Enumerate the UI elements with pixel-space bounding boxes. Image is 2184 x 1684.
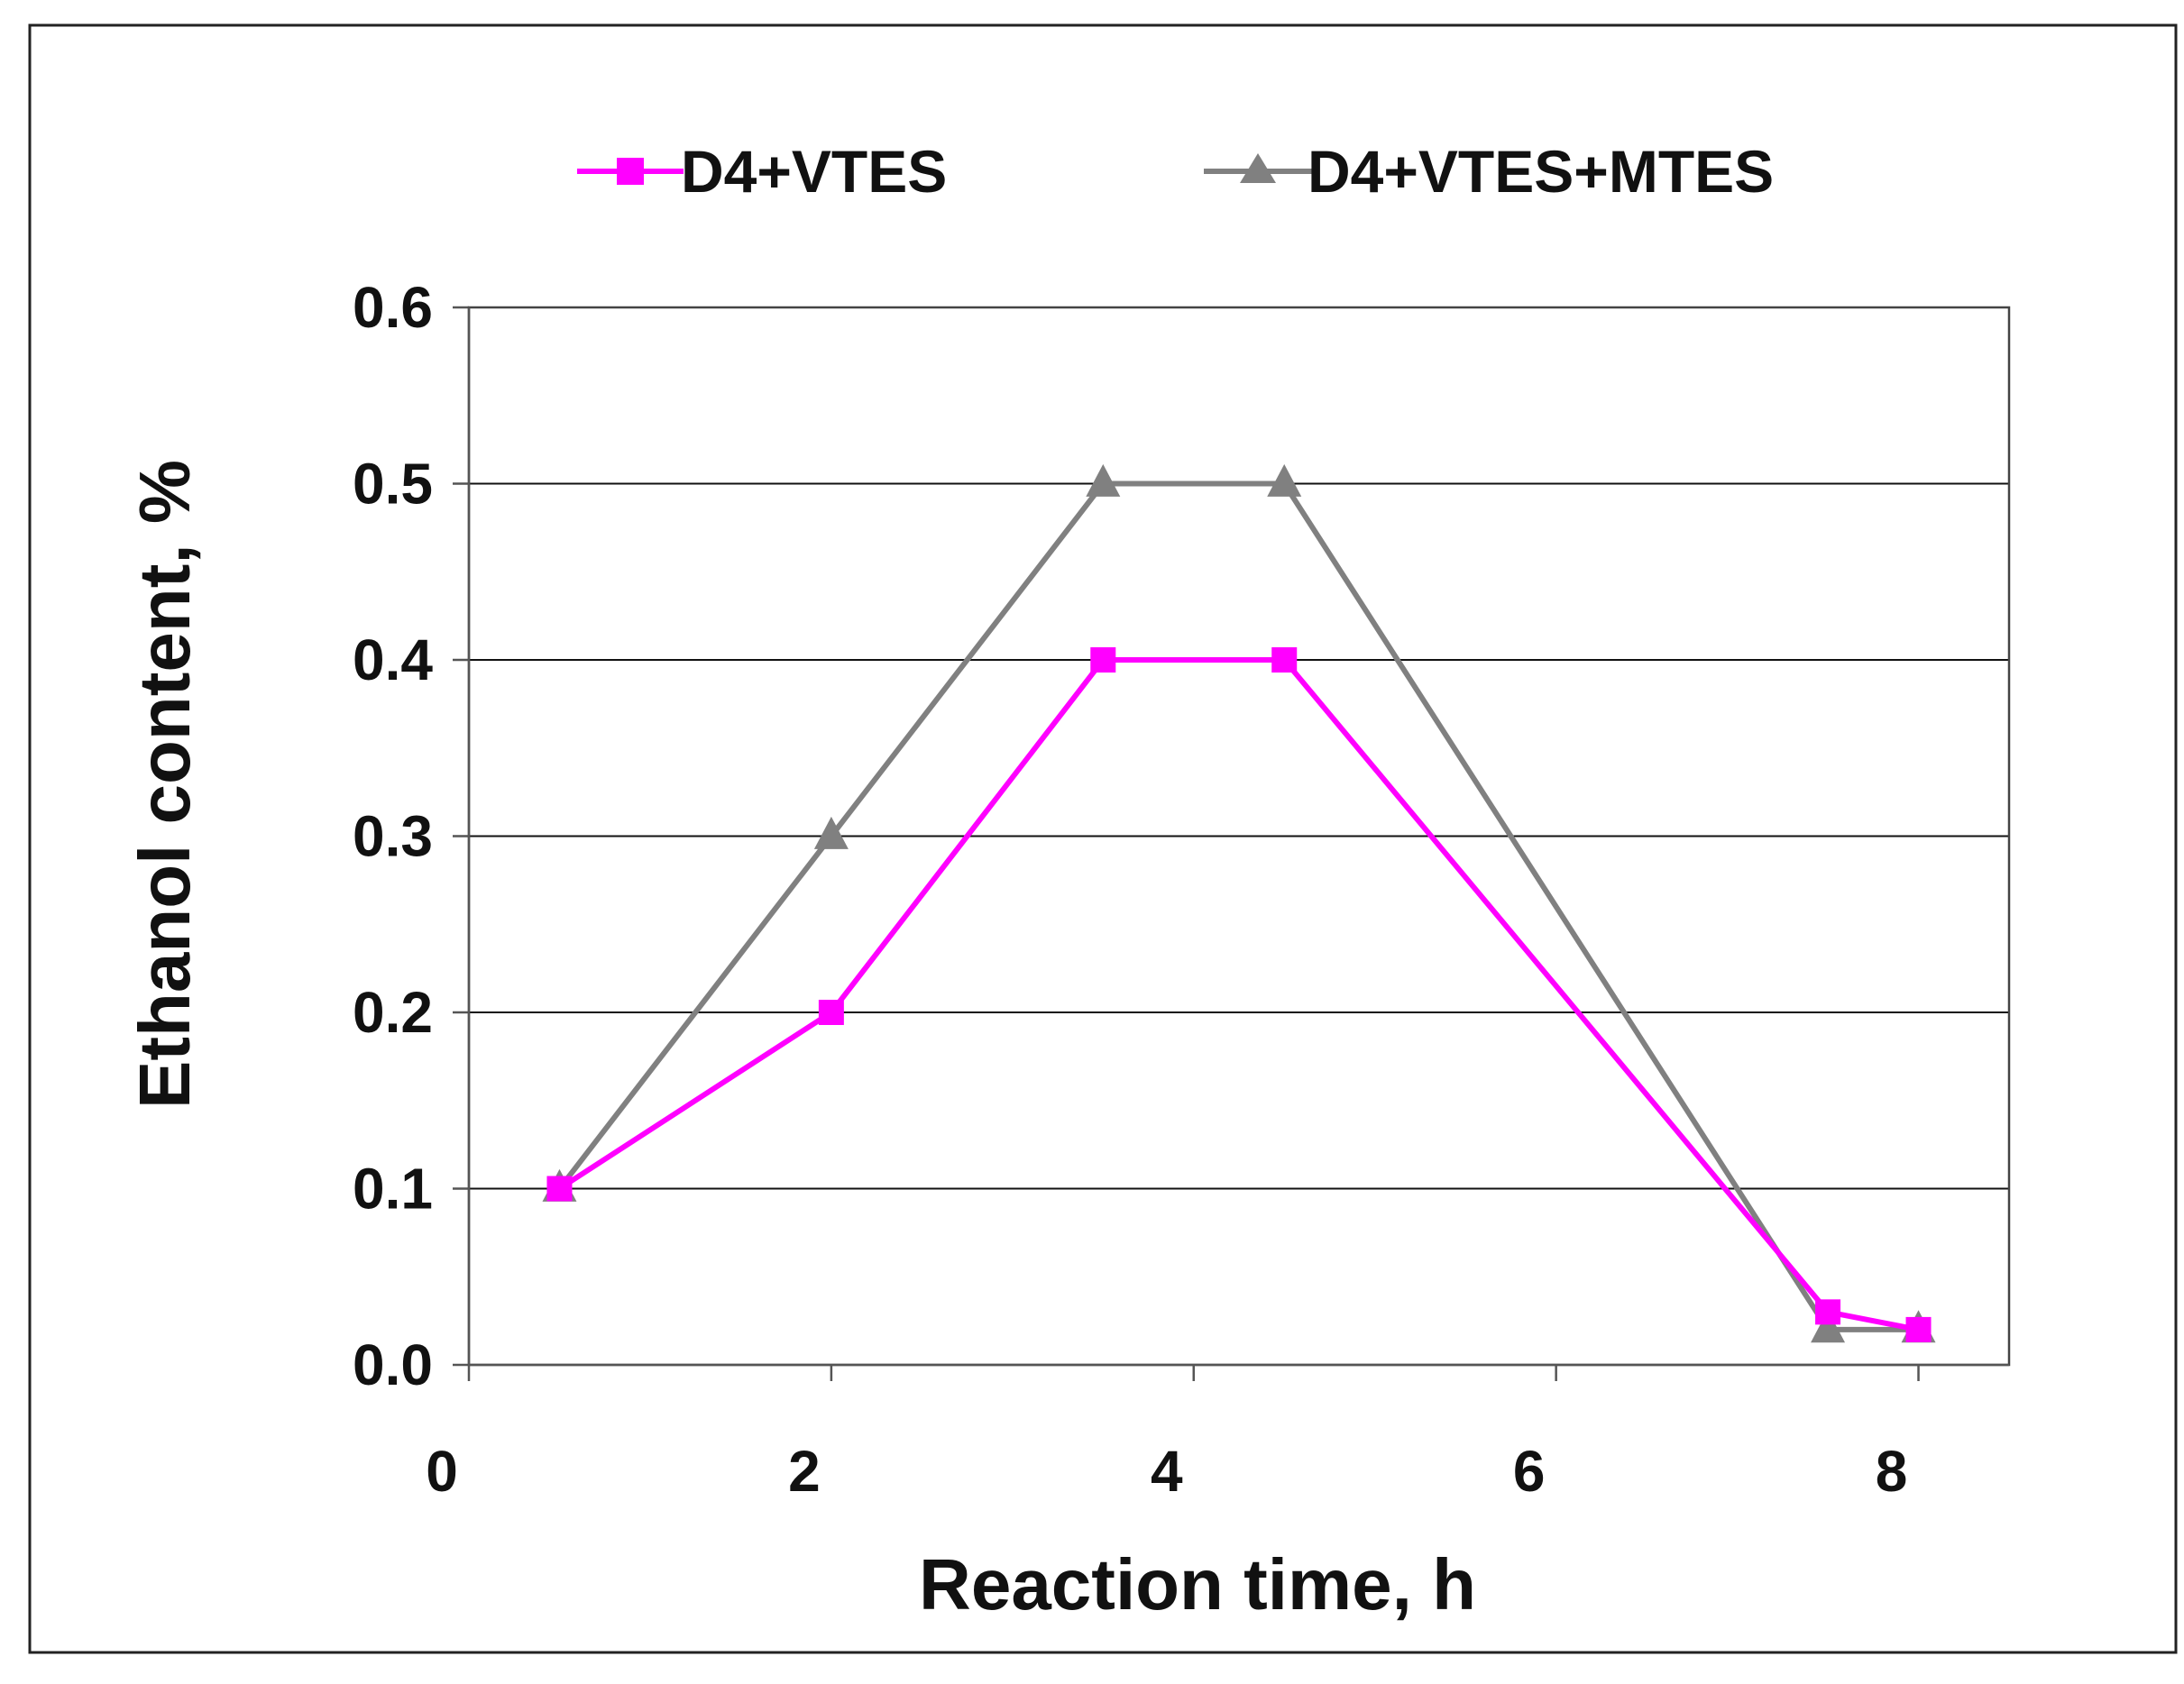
y-tick-label: 0.1 bbox=[353, 1157, 433, 1222]
y-tick-label: 0.3 bbox=[353, 804, 433, 869]
y-tick-labels: 0.0 0.1 0.2 0.3 0.4 0.5 0.6 bbox=[353, 275, 433, 1397]
data-point-square bbox=[546, 1176, 573, 1202]
y-tick-label: 0.5 bbox=[353, 452, 433, 517]
x-axis-title: Reaction time, h bbox=[919, 1544, 1476, 1625]
data-point-square bbox=[818, 1000, 844, 1025]
data-point-square bbox=[1090, 647, 1116, 673]
data-point-triangle bbox=[1267, 463, 1302, 497]
series-line-d4-vtes-mtes bbox=[557, 480, 1919, 1332]
data-point-triangle bbox=[1086, 463, 1121, 497]
data-point-square bbox=[1815, 1299, 1841, 1325]
figure-frame bbox=[28, 23, 2178, 1654]
y-tick-label: 0.6 bbox=[353, 275, 433, 340]
y-tick-label: 0.0 bbox=[353, 1332, 433, 1397]
x-tick-labels: 0 2 4 6 8 bbox=[426, 1439, 1907, 1504]
x-tick-label: 4 bbox=[1151, 1439, 1183, 1504]
data-point-triangle bbox=[1811, 1310, 1846, 1343]
y-tick-label: 0.2 bbox=[353, 980, 433, 1045]
y-axis-title: Ethanol content, % bbox=[124, 460, 205, 1109]
x-tick-label: 8 bbox=[1876, 1439, 1908, 1504]
data-point-triangle bbox=[813, 816, 849, 849]
data-point-square bbox=[1905, 1316, 1932, 1342]
legend-label-d4-vtes-mtes: D4+VTES+MTES bbox=[1308, 138, 1774, 205]
legend-item-d4-vtes: D4+VTES bbox=[577, 138, 947, 205]
legend-item-d4-vtes-mtes: D4+VTES+MTES bbox=[1204, 138, 1774, 205]
y-tick-label: 0.4 bbox=[353, 627, 433, 692]
data-series bbox=[542, 463, 1936, 1343]
x-tick-label: 6 bbox=[1513, 1439, 1546, 1504]
series-line-d4-vtes bbox=[557, 657, 1920, 1332]
x-tick-label: 2 bbox=[788, 1439, 821, 1504]
axes bbox=[453, 306, 2011, 1381]
legend: D4+VTES D4+VTES+MTES bbox=[577, 138, 1774, 205]
data-point-square bbox=[1271, 647, 1298, 673]
x-tick-label: 0 bbox=[426, 1439, 458, 1504]
legend-label-d4-vtes: D4+VTES bbox=[681, 138, 947, 205]
legend-triangle-marker bbox=[1240, 153, 1276, 183]
legend-square-marker bbox=[617, 158, 644, 185]
